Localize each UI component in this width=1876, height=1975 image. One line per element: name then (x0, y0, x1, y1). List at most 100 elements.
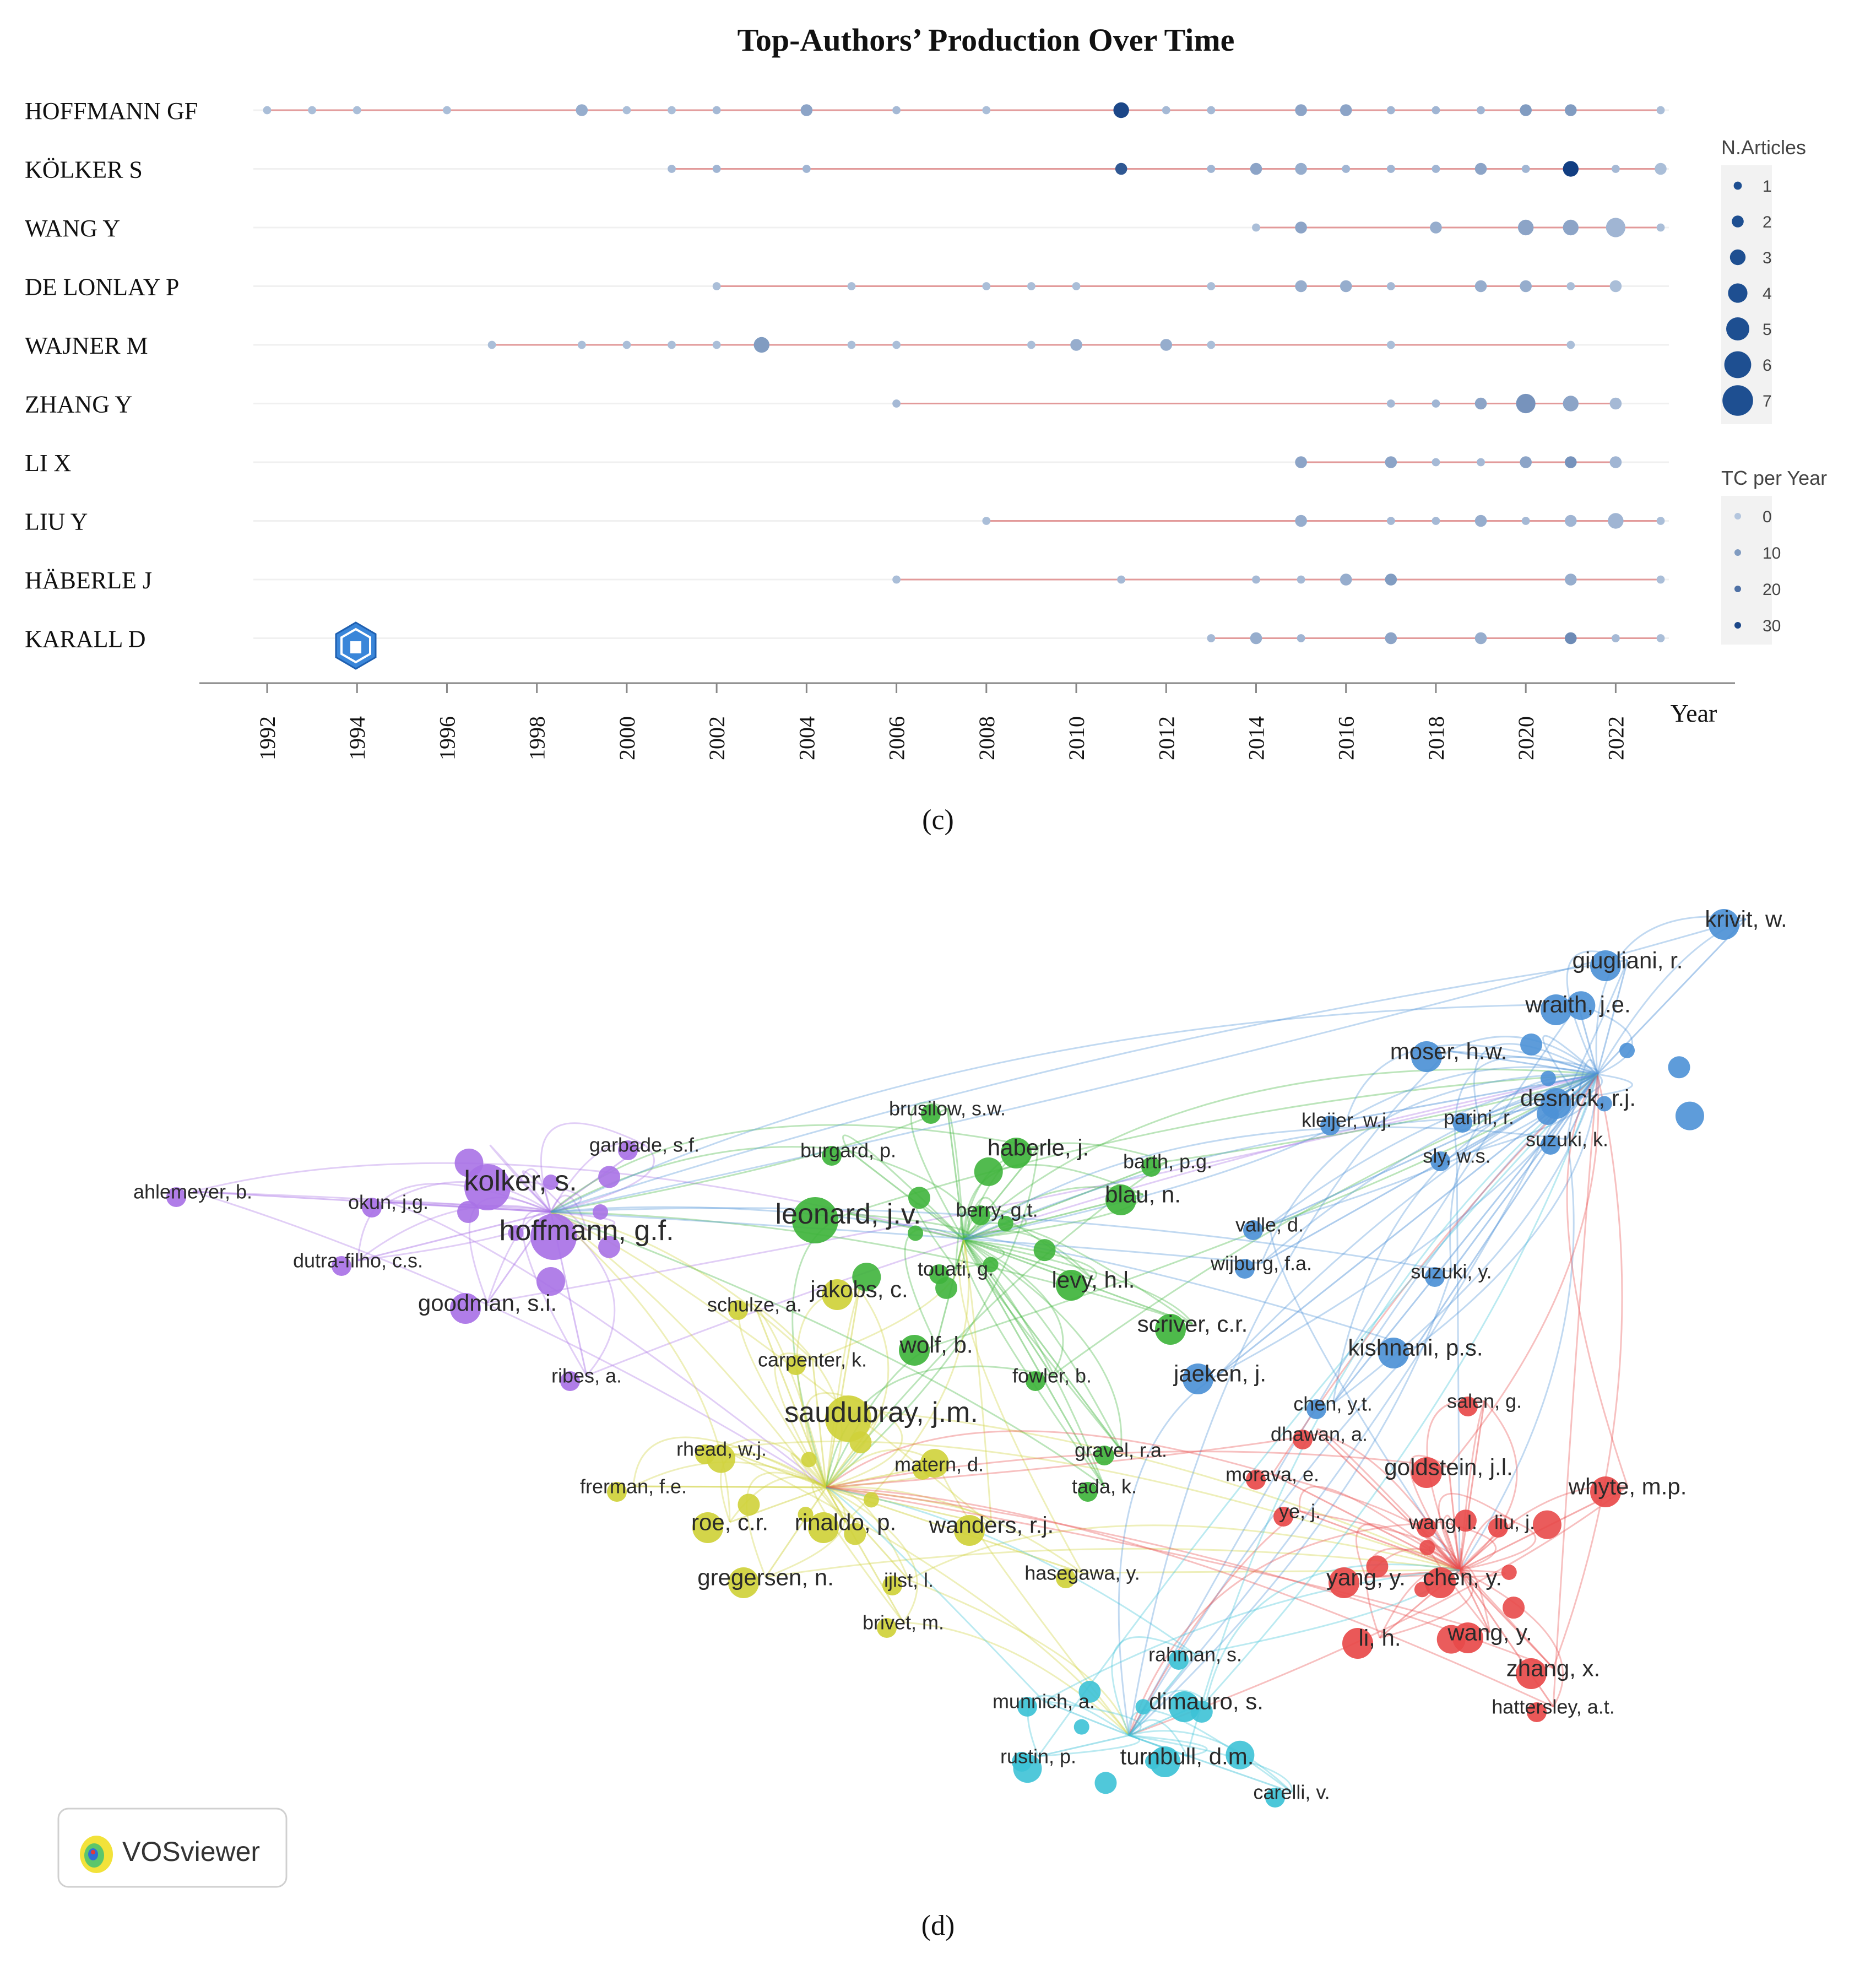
network-edge (1027, 1695, 1130, 1757)
network-node (844, 1523, 866, 1545)
network-node (1378, 1338, 1409, 1368)
network-node (808, 1512, 839, 1543)
network-label: kleijer, w.j. (1302, 1109, 1392, 1132)
network-edge (522, 1209, 588, 1376)
network-edge (1332, 1074, 1598, 1404)
network-label: turnbull, d.m. (1120, 1744, 1254, 1770)
network-node (1001, 1138, 1032, 1168)
network-node (863, 1492, 879, 1508)
x-tick-label: 1994 (345, 716, 370, 760)
production-point (1656, 575, 1665, 584)
network-node (1135, 1699, 1151, 1715)
size-legend-dot (1724, 351, 1752, 378)
network-node (166, 1187, 186, 1207)
network-node (792, 1197, 838, 1243)
network-node (997, 1215, 1013, 1231)
network-edge (825, 1487, 904, 1623)
network-node (1265, 1788, 1285, 1808)
network-node (1411, 1457, 1442, 1488)
production-point (1563, 396, 1579, 412)
x-tick-label: 1992 (255, 716, 280, 760)
network-node (1675, 1101, 1704, 1130)
network-edge (963, 1238, 1105, 1487)
production-point (892, 106, 901, 115)
network-node (1425, 1567, 1456, 1598)
network-edge (1416, 1523, 1463, 1578)
production-point (1430, 221, 1442, 234)
production-point (1385, 573, 1397, 586)
network-edge (550, 1211, 616, 1231)
network-label: ijlst, l. (884, 1569, 934, 1592)
network-edge (633, 1485, 827, 1489)
network-edge (1268, 1224, 1461, 1571)
x-tick-label: 2018 (1424, 716, 1449, 760)
network-node (1293, 1430, 1313, 1449)
chart-title: Top-Authors’ Production Over Time (738, 22, 1235, 58)
network-edge (1566, 1074, 1629, 1487)
production-point (1432, 517, 1440, 525)
production-point (1340, 573, 1352, 586)
network-edge (1129, 1734, 1208, 1757)
network-edge (1186, 1073, 1598, 1757)
network-edge (1458, 1514, 1516, 1571)
production-point (263, 106, 272, 115)
network-edge (1447, 1074, 1600, 1468)
production-point (1432, 458, 1440, 467)
network-edge (550, 1146, 849, 1213)
production-point (1295, 221, 1307, 234)
network-edge (1043, 1569, 1460, 1702)
x-tick-label: 2010 (1064, 716, 1089, 760)
network-node (1619, 1042, 1635, 1058)
author-label: ZHANG Y (25, 391, 132, 418)
network-node (508, 1225, 524, 1241)
network-edge (746, 1471, 827, 1578)
production-point (1027, 340, 1035, 349)
production-point (1295, 456, 1307, 468)
production-point (1563, 161, 1579, 177)
network-node (1078, 1482, 1098, 1502)
network-edge (1458, 1400, 1485, 1571)
color-legend-items: 0 10 20 30 (1734, 508, 1781, 635)
network-edge (1458, 1139, 1575, 1571)
network-edge (550, 959, 1628, 1213)
network-edge (1438, 1492, 1515, 1571)
network-edge (848, 1149, 964, 1241)
production-point (668, 106, 676, 115)
x-tick-label: 2014 (1244, 716, 1268, 760)
network-edge (1459, 1400, 1518, 1571)
network-node (921, 1104, 941, 1124)
network-edge (1128, 1346, 1417, 1736)
network-node (1540, 1070, 1556, 1086)
color-legend-dot (1734, 513, 1741, 520)
production-point (982, 517, 991, 525)
production-point (1117, 575, 1126, 584)
network-label: kishnani, p.s. (1348, 1335, 1483, 1361)
network-node (1243, 1220, 1263, 1240)
network-label: suzuki, y. (1411, 1260, 1492, 1283)
production-point (308, 106, 317, 115)
network-node (728, 1300, 748, 1320)
network-node (1566, 991, 1596, 1020)
network-edge (1552, 1074, 1623, 1669)
production-point (1162, 106, 1170, 115)
network-edge (963, 1239, 1105, 1487)
network-node (1488, 1518, 1508, 1538)
network-node (1425, 1267, 1445, 1287)
network-node (1458, 1397, 1478, 1416)
network-node (464, 1164, 511, 1210)
network-node (920, 1449, 949, 1478)
network-label: kolker, s. (464, 1165, 577, 1197)
network-edge (903, 1621, 1130, 1736)
network-edge (357, 1204, 551, 1262)
network-edge (1458, 1570, 1491, 1633)
network-edge (540, 1122, 645, 1213)
network-edge (633, 1485, 827, 1489)
network-label: fowler, b. (1012, 1365, 1092, 1387)
network-node (970, 1205, 990, 1225)
network-edge (1128, 1690, 1207, 1736)
size-legend-dot (1728, 283, 1748, 303)
network-label: krivit, w. (1705, 906, 1787, 932)
network-label: scriver, c.r. (1137, 1311, 1248, 1337)
network-edge (826, 1486, 918, 1623)
network-node (536, 1267, 565, 1296)
